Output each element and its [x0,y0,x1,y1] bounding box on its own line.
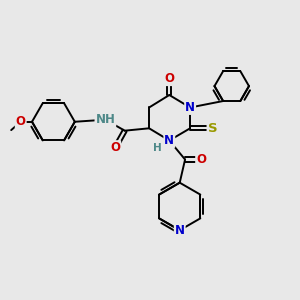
Text: O: O [196,153,206,166]
Text: O: O [164,72,174,85]
Text: N: N [175,224,185,237]
Text: H: H [153,143,162,153]
Text: N: N [185,101,195,114]
Text: S: S [208,122,217,135]
Text: NH: NH [95,113,116,126]
Text: O: O [110,141,120,154]
Text: O: O [16,115,26,128]
Text: N: N [164,134,174,147]
